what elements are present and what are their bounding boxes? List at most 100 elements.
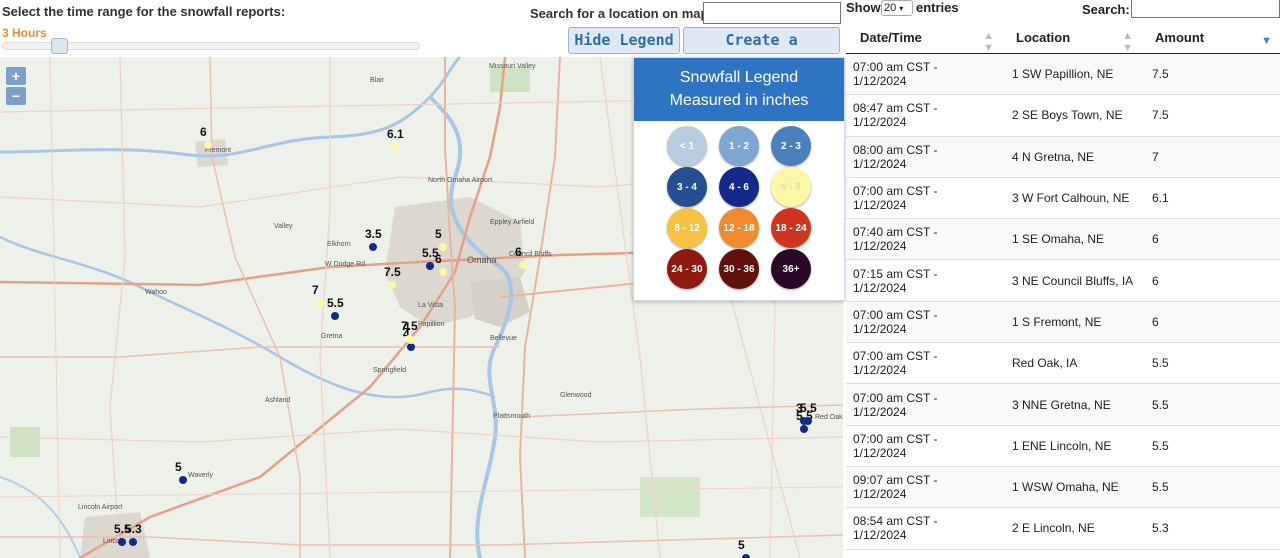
- cell-time: 07:00 am CST -: [853, 390, 938, 405]
- report-marker[interactable]: [331, 312, 339, 320]
- report-marker[interactable]: [316, 299, 324, 307]
- table-row[interactable]: 08:47 am CST -1/12/2024 2 SE Boys Town, N…: [846, 95, 1280, 137]
- table-row[interactable]: 07:00 am CST -1/12/2024 1 SW Papillion, N…: [846, 54, 1280, 96]
- map-place-label: Bellevue: [490, 335, 517, 342]
- cell-location: 2 E Lincoln, NE: [1012, 521, 1095, 536]
- cell-location: Red Oak, IA: [1012, 356, 1078, 371]
- cell-amount: 5.5: [1152, 397, 1169, 412]
- map-place-label: Springfield: [373, 367, 407, 374]
- cell-date: 1/12/2024: [853, 528, 907, 543]
- time-range-slider-handle[interactable]: [51, 38, 68, 54]
- report-marker[interactable]: [439, 243, 447, 251]
- cell-amount: 6: [1152, 232, 1159, 247]
- report-marker[interactable]: [519, 261, 527, 269]
- map-place-label: La Vista: [418, 302, 444, 309]
- table-row[interactable]: 07:00 am CST -1/12/2024 1 ENE Lincoln, NE…: [846, 426, 1280, 467]
- cell-location: 2 SE Boys Town, NE: [1012, 108, 1123, 123]
- table-row[interactable]: 07:00 am CST -1/12/2024 1 S Fremont, NE 6: [846, 301, 1280, 344]
- report-value-label: 6.1: [387, 127, 404, 141]
- report-marker[interactable]: [118, 538, 126, 546]
- table-row[interactable]: 07:00 am CST -1/12/2024 3 W Fort Calhoun,…: [846, 178, 1280, 220]
- cell-location: 1 SW Papillion, NE: [1012, 67, 1114, 82]
- table-search-input[interactable]: [1131, 0, 1280, 18]
- column-header-amount[interactable]: Amount ▼: [1155, 30, 1272, 47]
- report-marker[interactable]: [388, 281, 396, 289]
- zoom-in-button[interactable]: +: [6, 67, 26, 85]
- cell-amount: 5.3: [1152, 521, 1169, 536]
- report-marker[interactable]: [742, 554, 750, 558]
- cell-location: 1 S Fremont, NE: [1012, 314, 1102, 329]
- report-value-label: 6: [435, 252, 442, 266]
- entries-per-page-select[interactable]: 20 ▾: [881, 0, 913, 16]
- sort-icon: ▲ ▼: [983, 30, 994, 54]
- cell-amount: 5.5: [1152, 356, 1169, 371]
- cell-time: 07:00 am CST -: [853, 307, 938, 322]
- table-row[interactable]: 09:07 am CST -1/12/2024 1 WSW Omaha, NE 5.…: [846, 466, 1280, 509]
- report-marker[interactable]: [204, 141, 212, 149]
- report-marker[interactable]: [407, 343, 415, 351]
- park-area: [490, 67, 530, 92]
- cell-datetime: 07:00 am CST -1/12/2024: [846, 60, 1002, 88]
- report-value-label: 6: [200, 125, 207, 139]
- map-search-input[interactable]: [703, 2, 841, 24]
- cell-datetime: 07:15 am CST -1/12/2024: [846, 267, 1002, 295]
- map-place-label: Council Bluffs: [509, 251, 552, 258]
- cell-date: 1/12/2024: [853, 321, 907, 336]
- legend-item: 8 - 12: [667, 208, 707, 248]
- report-value-label: 7.5: [401, 319, 418, 333]
- time-range-slider-track[interactable]: [2, 42, 420, 50]
- table-row[interactable]: 07:00 am CST -1/12/2024 Red Oak, IA 5.5: [846, 343, 1280, 385]
- report-value-label: 7: [312, 283, 319, 297]
- report-value-label: 5.5: [422, 246, 439, 260]
- report-marker[interactable]: [804, 417, 812, 425]
- report-marker[interactable]: [800, 417, 808, 425]
- legend-item: 3 - 4: [667, 167, 707, 207]
- report-marker[interactable]: [407, 336, 415, 344]
- platte-river: [0, 57, 462, 158]
- report-value-label: 5: [738, 538, 745, 552]
- legend-title: Snowfall Legend: [679, 69, 799, 86]
- zoom-out-button[interactable]: −: [6, 87, 26, 105]
- table-header: Date/Time ▲ ▼ Location ▲ ▼ Amount ▼: [846, 22, 1280, 54]
- road: [49, 57, 61, 558]
- map-place-label: Wahoo: [145, 289, 167, 296]
- cell-datetime: 08:00 am CST -1/12/2024: [846, 143, 1002, 171]
- highway: [0, 346, 500, 358]
- report-value-label: 5.5: [800, 401, 817, 415]
- highway: [0, 245, 843, 287]
- cell-location: 3 W Fort Calhoun, NE: [1012, 191, 1130, 206]
- report-marker[interactable]: [800, 425, 808, 433]
- cell-date: 1/12/2024: [853, 74, 907, 89]
- cell-time: 08:00 am CST -: [853, 142, 938, 157]
- cell-datetime: 07:00 am CST -1/12/2024: [846, 308, 1002, 336]
- report-marker[interactable]: [391, 143, 399, 151]
- map-canvas[interactable]: [0, 57, 843, 558]
- entries-per-page-value: 20: [884, 2, 897, 14]
- column-header-location[interactable]: Location ▲ ▼: [1016, 30, 1133, 54]
- table-row[interactable]: 07:00 am CST -1/12/2024 3 NNE Gretna, NE 5…: [846, 384, 1280, 426]
- table-row[interactable]: 08:00 am CST -1/12/2024 4 N Gretna, NE 7: [846, 136, 1280, 178]
- highway: [0, 534, 843, 546]
- report-marker[interactable]: [439, 268, 447, 276]
- hide-legend-button[interactable]: Hide Legend: [568, 27, 680, 54]
- column-header-datetime[interactable]: Date/Time ▲ ▼: [860, 30, 994, 54]
- map-place-label: Waverly: [188, 472, 214, 479]
- table-row[interactable]: 08:54 am CST -1/12/2024 2 E Lincoln, NE 5.…: [846, 508, 1280, 550]
- table-row[interactable]: 07:40 am CST -1/12/2024 1 SE Omaha, NE 6: [846, 219, 1280, 261]
- time-range-label: Select the time range for the snowfall r…: [2, 4, 286, 19]
- cell-amount: 6.1: [1152, 191, 1169, 206]
- create-permalink-button[interactable]: Create a permalink: [683, 27, 840, 74]
- report-marker[interactable]: [179, 476, 187, 484]
- report-marker[interactable]: [129, 538, 137, 546]
- legend-item: 6 - 8: [771, 167, 811, 207]
- legend-subtitle: Measured in inches: [669, 92, 809, 109]
- cell-time: 09:07 am CST -: [853, 473, 938, 488]
- table-row[interactable]: 07:15 am CST -1/12/2024 3 NE Council Bluf…: [846, 260, 1280, 302]
- report-marker[interactable]: [426, 262, 434, 270]
- cell-time: 07:00 am CST -: [853, 60, 938, 75]
- cell-amount: 7.5: [1152, 108, 1169, 123]
- map-place-label: Missouri Valley: [489, 63, 536, 70]
- report-marker[interactable]: [369, 243, 377, 251]
- cell-time: 07:00 am CST -: [853, 349, 938, 364]
- report-value-label: 5: [175, 460, 182, 474]
